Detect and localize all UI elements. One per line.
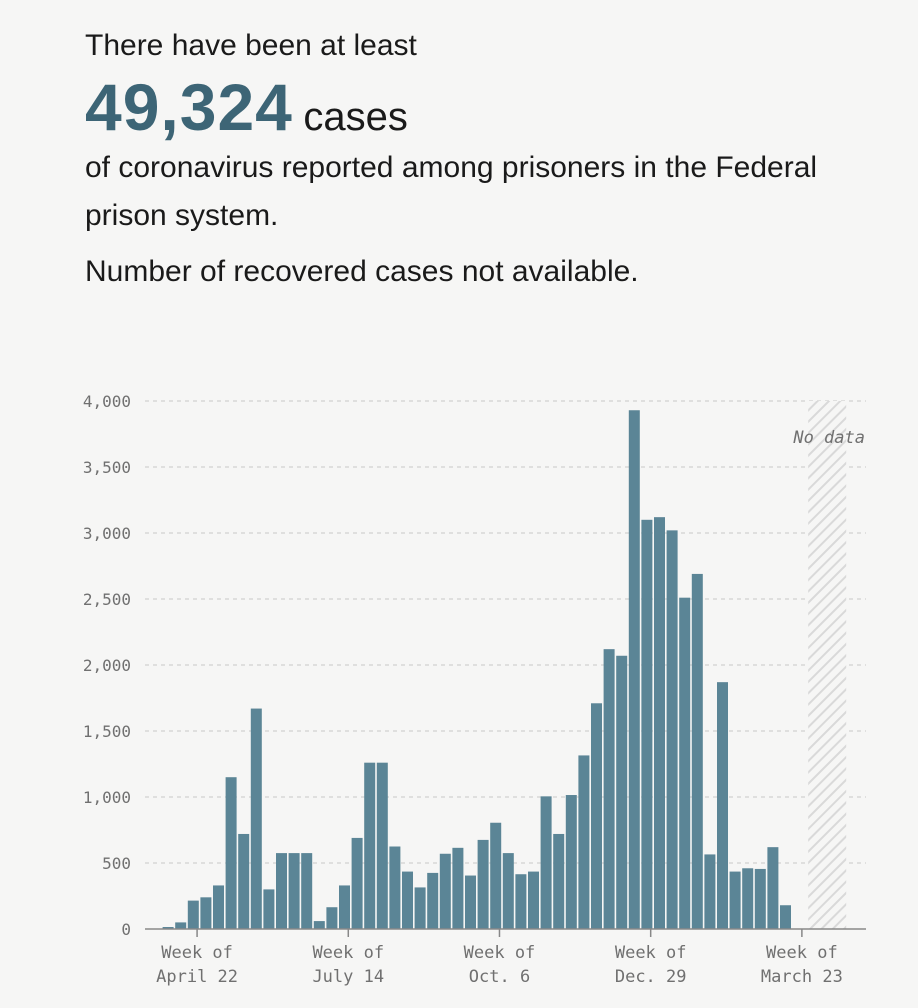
bar <box>591 703 602 929</box>
recovered-note: Number of recovered cases not available. <box>85 255 639 288</box>
bar <box>225 777 237 929</box>
bar <box>364 762 376 929</box>
x-axis: Week of April 22 Week of July 14 Week of Oct.… <box>145 928 866 987</box>
bar <box>578 755 590 929</box>
headline: 49,324 cases <box>85 72 885 142</box>
bar <box>767 847 779 929</box>
case-count-unit: cases <box>303 95 408 139</box>
bar <box>263 889 275 929</box>
bar <box>452 847 464 929</box>
bar <box>616 655 628 929</box>
y-tick-label: 4,000 <box>83 392 131 411</box>
y-tick-label: 0 <box>121 920 131 939</box>
x-tick-label: Dec. 29 <box>615 967 687 987</box>
bar <box>742 868 754 929</box>
no-data-region: No data <box>792 401 865 929</box>
description-text: of coronavirus reported among prisoners … <box>85 151 818 232</box>
summary-header: There have been at least 49,324 cases of… <box>85 24 885 294</box>
bar <box>313 921 325 929</box>
bar <box>389 846 401 929</box>
bar <box>704 854 716 929</box>
bar <box>565 795 577 929</box>
bar <box>465 875 476 929</box>
bar <box>717 682 728 929</box>
x-tick-label: Oct. 6 <box>469 967 530 987</box>
x-tick-label: July 14 <box>312 967 384 987</box>
y-tick-label: 3,500 <box>83 458 131 477</box>
bar <box>502 853 514 929</box>
x-tick-label: April 22 <box>156 967 238 987</box>
y-tick-label: 2,500 <box>83 590 131 609</box>
bar <box>175 922 187 929</box>
bar <box>553 833 565 929</box>
bar <box>679 597 691 929</box>
x-tick-label: Week of <box>312 943 384 963</box>
y-tick-label: 1,500 <box>83 722 131 741</box>
bar <box>427 872 439 929</box>
bar <box>213 885 224 929</box>
bar <box>780 905 791 929</box>
bar <box>200 897 212 929</box>
x-tick-label: Week of <box>161 943 233 963</box>
bar <box>477 839 489 929</box>
bar <box>339 885 350 929</box>
bar <box>276 853 287 929</box>
x-tick-label: Week of <box>464 943 536 963</box>
bar <box>540 796 552 929</box>
bar <box>729 871 741 929</box>
bar <box>162 927 174 929</box>
weekly-cases-chart: 05001,0001,5002,0002,5003,0003,5004,000 … <box>83 392 866 987</box>
bar <box>628 410 640 929</box>
x-tick-label: Week of <box>615 943 687 963</box>
no-data-hatch <box>808 401 847 929</box>
bar <box>654 517 665 929</box>
bar <box>439 853 451 929</box>
bar <box>515 874 527 929</box>
bar <box>691 573 703 929</box>
x-tick-label: Week of <box>766 943 838 963</box>
bar <box>603 649 615 929</box>
bar <box>754 868 766 929</box>
bar <box>376 762 388 929</box>
bar <box>666 530 678 929</box>
y-axis-ticks: 0 500 1,000 1,500 2,000 2,500 3,000 3,500 4,000 <box>83 392 131 939</box>
gridlines <box>145 400 866 864</box>
case-count: 49,324 <box>85 70 293 144</box>
bar <box>288 853 300 929</box>
bar <box>326 907 338 929</box>
bar <box>402 871 413 929</box>
bar <box>490 822 502 929</box>
no-data-label: No data <box>792 428 865 448</box>
bars <box>162 410 791 929</box>
bar <box>238 833 250 929</box>
y-tick-label: 2,000 <box>83 656 131 675</box>
bar <box>301 853 313 929</box>
bar <box>641 519 653 929</box>
bar <box>187 900 199 929</box>
y-tick-label: 1,000 <box>83 788 131 807</box>
lead-text: There have been at least <box>85 29 417 62</box>
bar <box>528 871 539 929</box>
bar <box>250 708 262 929</box>
y-tick-label: 500 <box>102 854 131 873</box>
y-tick-label: 3,000 <box>83 524 131 543</box>
bar <box>414 887 426 929</box>
x-tick-label: March 23 <box>761 967 843 987</box>
bar <box>351 837 363 929</box>
